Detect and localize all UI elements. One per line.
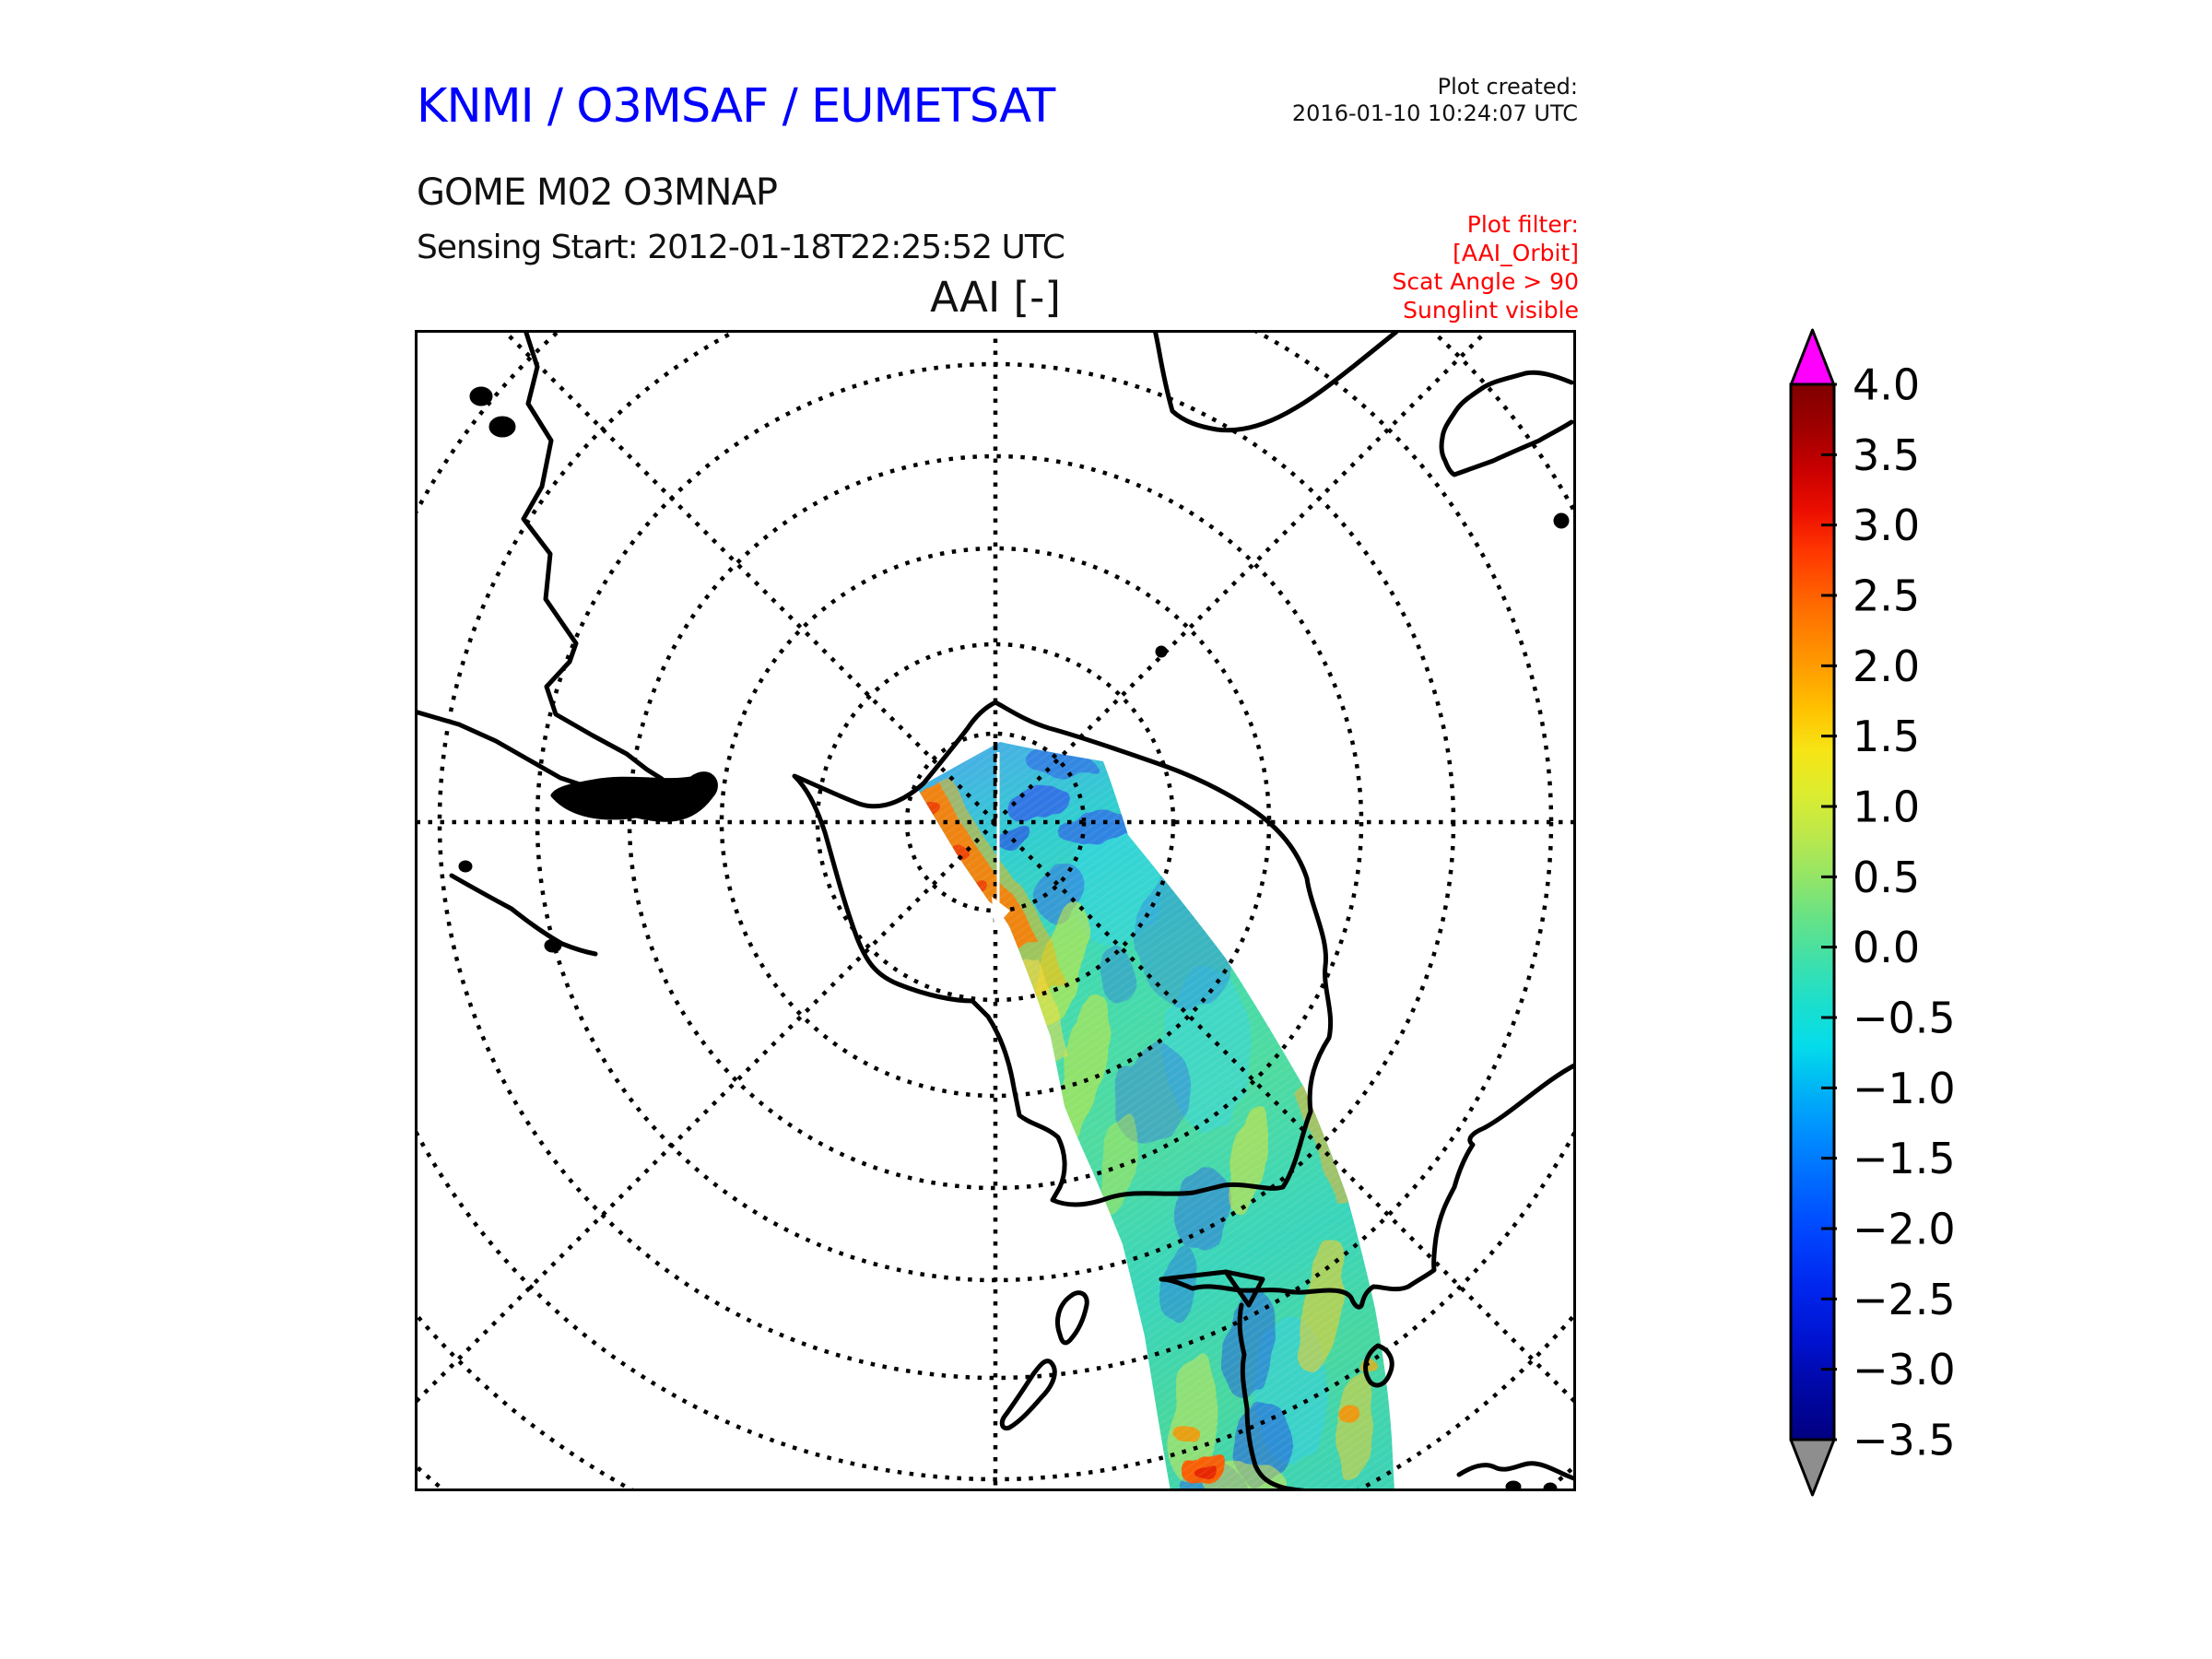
coastline-africa — [1155, 330, 1396, 430]
meridian-line — [415, 822, 995, 1435]
product-subtitle: GOME M02 O3MNAP — [417, 171, 777, 214]
aai-swath — [857, 699, 1465, 1491]
meridian-line — [415, 330, 995, 822]
colorbar-tick-labels: 4.0 3.5 3.0 2.5 2.0 1.5 1.0 0.5 0.0 −0.5 −1.0 −1.5 −… — [1853, 360, 1956, 1465]
colorbar-tick-label: 1.0 — [1853, 782, 1920, 832]
colorbar-tick-label: 3.0 — [1853, 500, 1920, 550]
plot-created-block: Plot created: 2016-01-10 10:24:07 UTC — [1060, 74, 1578, 128]
colorbar-tick-label: −3.5 — [1853, 1416, 1956, 1465]
colorbar-tick-label: −3.0 — [1853, 1345, 1956, 1394]
colorbar-under-arrow — [1791, 1440, 1834, 1495]
colorbar-tick-label: −2.0 — [1853, 1205, 1956, 1254]
island-south-georgia — [547, 941, 559, 950]
island-speck — [1158, 648, 1165, 655]
island-new-zealand-south — [1002, 1361, 1054, 1429]
island-new-zealand-north — [1057, 1293, 1087, 1343]
colorbar-tick-label: −2.5 — [1853, 1275, 1956, 1324]
plot-filter-line: Plot filter: — [1060, 210, 1579, 239]
colorbar-tick-label: 4.0 — [1853, 360, 1920, 410]
org-title: KNMI / O3MSAF / EUMETSAT — [417, 79, 1054, 134]
island-speck — [1556, 515, 1567, 526]
sensing-start-line: Sensing Start: 2012-01-18T22:25:52 UTC — [417, 229, 1065, 266]
colorbar-tick-label: 3.5 — [1853, 430, 1920, 480]
colorbar-tick-label: −0.5 — [1853, 994, 1956, 1043]
island-falkland — [491, 418, 513, 435]
island-falkland — [472, 389, 490, 404]
meridian-line — [995, 330, 1576, 822]
colorbar-tick-label: −1.0 — [1853, 1064, 1956, 1113]
colorbar-tick-label: 1.5 — [1853, 712, 1920, 761]
coastline-south-america-west — [524, 330, 662, 779]
polar-map — [415, 330, 1576, 1491]
colorbar-tick-label: 2.0 — [1853, 641, 1920, 691]
map-title: AAI [-] — [765, 273, 1226, 322]
plot-created-datetime: 2016-01-10 10:24:07 UTC — [1060, 100, 1578, 127]
coastline-corner — [1459, 1464, 1576, 1480]
island-madagascar — [1441, 372, 1571, 475]
colorbar-tick-label: 2.5 — [1853, 571, 1920, 621]
coastline-scotia-arc — [452, 876, 595, 954]
colorbar-tick-label: −1.5 — [1853, 1134, 1956, 1183]
plot-created-label: Plot created: — [1060, 74, 1578, 100]
coastline-tierra-del-fuego — [553, 774, 715, 820]
colorbar-over-arrow — [1791, 330, 1834, 385]
plot-filter-line: [AAI_Orbit] — [1060, 239, 1579, 267]
colorbar-tick-label: 0.5 — [1853, 853, 1920, 902]
island-speck — [461, 863, 470, 870]
colorbar: 4.0 3.5 3.0 2.5 2.0 1.5 1.0 0.5 0.0 −0.5 −1.0 −1.5 −… — [1770, 304, 2065, 1539]
colorbar-tick-label: 0.0 — [1853, 923, 1920, 972]
colorbar-gradient — [1791, 384, 1834, 1440]
